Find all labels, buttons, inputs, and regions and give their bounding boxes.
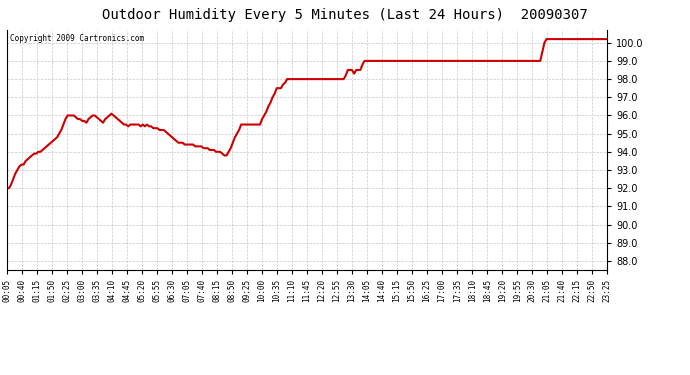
Text: Copyright 2009 Cartronics.com: Copyright 2009 Cartronics.com xyxy=(10,34,144,43)
Text: Outdoor Humidity Every 5 Minutes (Last 24 Hours)  20090307: Outdoor Humidity Every 5 Minutes (Last 2… xyxy=(102,8,588,21)
